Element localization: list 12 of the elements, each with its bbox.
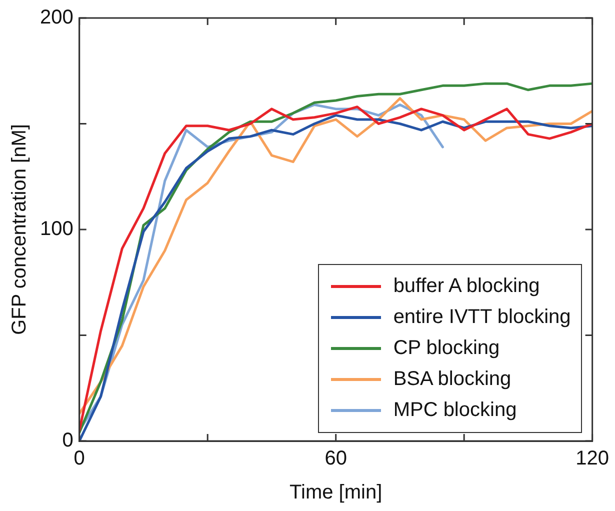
x-axis-title: Time [min]: [290, 482, 382, 504]
y-axis-title: GFP concentration [nM]: [8, 124, 31, 335]
legend-label: BSA blocking: [393, 368, 512, 391]
legend-label: MPC blocking: [393, 399, 517, 422]
y-tick-label: 200: [40, 6, 74, 29]
legend-label: buffer A blocking: [393, 275, 540, 298]
legend-label: CP blocking: [393, 337, 500, 360]
legend-label: entire IVTT blocking: [393, 306, 571, 329]
x-tick-label: 120: [576, 448, 610, 470]
x-tick-label: 60: [324, 448, 347, 470]
y-tick-label: 0: [62, 430, 74, 452]
y-tick-label: 100: [40, 218, 74, 240]
